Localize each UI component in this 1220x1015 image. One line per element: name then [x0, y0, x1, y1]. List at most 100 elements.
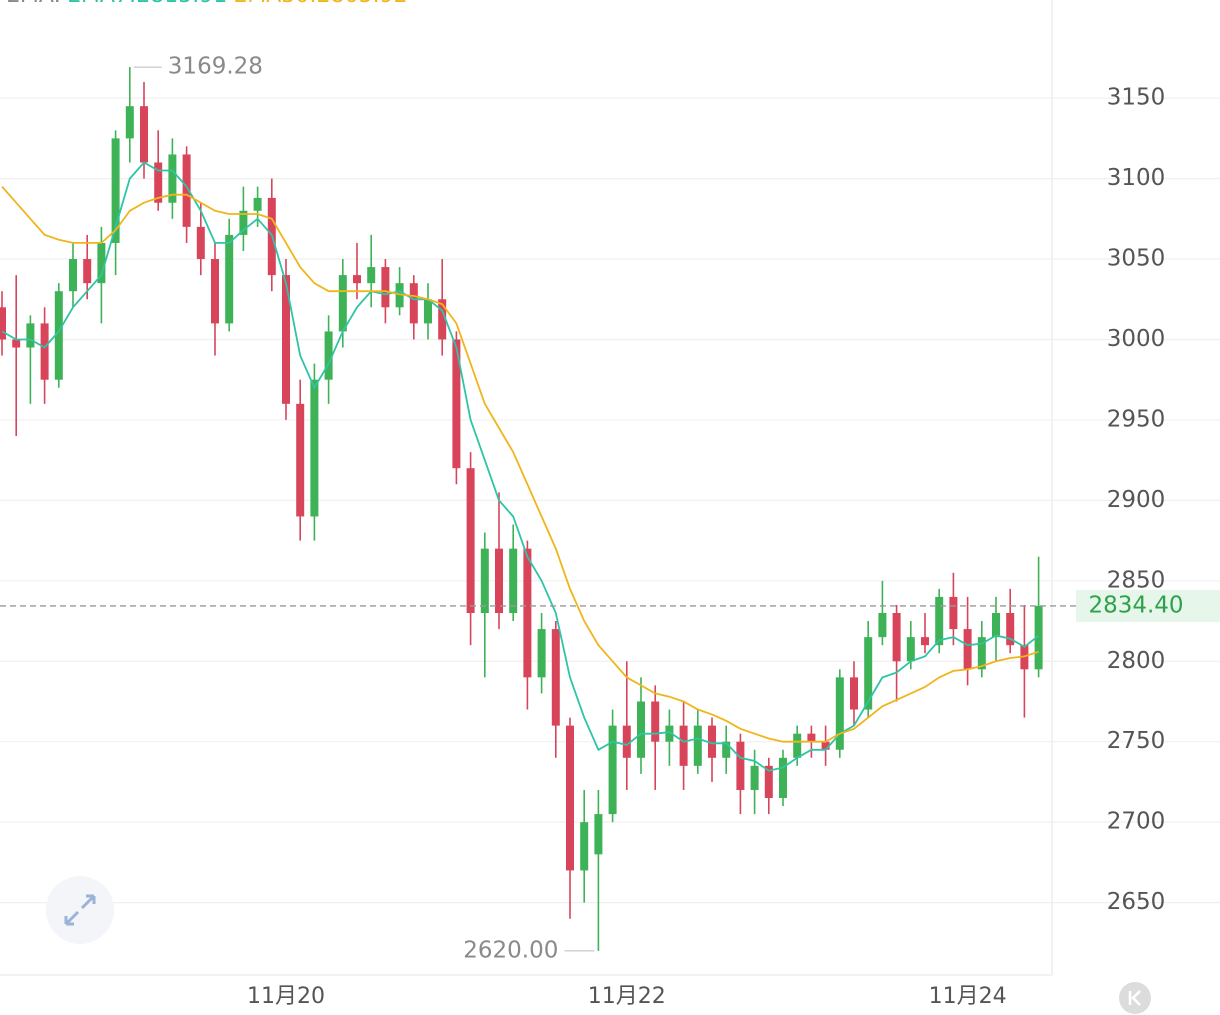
candle-body [480, 548, 489, 613]
y-tick-label: 3150 [1107, 85, 1166, 111]
candle-body [566, 725, 574, 871]
scroll-end-button[interactable] [1119, 982, 1151, 1014]
candle-body [921, 637, 929, 646]
y-tick-label: 3050 [1107, 246, 1166, 272]
x-tick-label: 11月20 [247, 984, 325, 1009]
candle-body [324, 331, 333, 380]
candle-body [196, 226, 205, 260]
candle-body [381, 267, 390, 308]
last-price-box [1076, 589, 1220, 622]
candle-body [466, 468, 475, 613]
y-tick-label: 2950 [1107, 406, 1166, 432]
annotation: 3169.28 [168, 54, 263, 80]
candle-body [949, 596, 958, 630]
candle-body [54, 291, 63, 380]
candle-body [1034, 605, 1043, 670]
candle-body [807, 733, 816, 742]
candle-body [637, 701, 645, 758]
candle-body [154, 162, 163, 203]
candle-body [140, 106, 148, 163]
x-tick-label: 11月22 [588, 984, 666, 1009]
y-tick-label: 2650 [1107, 889, 1166, 915]
ema-line [1, 186, 1039, 743]
candle-body [892, 612, 901, 662]
candle-body [594, 814, 603, 855]
last-price-label: 2834.40 [1088, 592, 1183, 618]
candle-body [409, 283, 418, 324]
candle-body [878, 612, 887, 638]
candle-body [111, 138, 120, 243]
expand-icon [64, 894, 96, 926]
candle-body [353, 275, 361, 284]
candle-body [1006, 612, 1015, 646]
expand-button[interactable] [46, 876, 114, 944]
candle-body [850, 677, 858, 710]
candle-body [793, 733, 802, 758]
candle-body [537, 629, 546, 678]
candle-body [736, 741, 745, 790]
candle-body [580, 822, 589, 871]
candle-body [253, 197, 262, 211]
legend-name: EMA7: [67, 0, 136, 8]
candle-body [438, 299, 447, 340]
candle-body [282, 275, 290, 404]
candle-body [864, 637, 873, 710]
candle-body [821, 741, 830, 750]
candle-body [424, 299, 432, 324]
candle-body [708, 725, 716, 758]
candle-body [40, 323, 49, 380]
legend-value: 2815.91 [136, 0, 227, 8]
candle-body [906, 637, 915, 662]
candle-body [211, 259, 219, 324]
candle-body [495, 548, 503, 613]
candle-body [509, 548, 518, 613]
candle-body [722, 741, 731, 758]
candle-body [750, 765, 759, 790]
candle-body [97, 242, 106, 284]
x-tick-label: 11月24 [929, 984, 1007, 1009]
candle-body [125, 106, 134, 139]
candle-body [779, 757, 787, 799]
y-tick-label: 2750 [1107, 728, 1166, 754]
candle-body [935, 596, 944, 646]
candle-body [69, 259, 77, 292]
candle-body [168, 154, 177, 203]
y-tick-label: 2850 [1107, 567, 1166, 593]
candle-body [452, 339, 461, 469]
legend: EMA: EMA7:2815.91 EMA30:2805.92 [6, 0, 408, 8]
scroll-end-icon [1128, 990, 1141, 1006]
candle-body [12, 339, 21, 348]
candle-body [523, 548, 532, 678]
ema-line [1, 161, 1040, 772]
candle-body [239, 210, 248, 235]
y-tick-label: 2800 [1107, 648, 1166, 674]
candle-body [693, 725, 702, 766]
y-tick-label: 2700 [1107, 809, 1166, 835]
candle-body [608, 725, 617, 815]
legend-title: EMA: [6, 0, 61, 8]
candle-body [0, 307, 6, 340]
candle-body [26, 323, 35, 348]
candle-body [764, 765, 773, 799]
candle-body [182, 154, 191, 227]
candle-body [296, 403, 305, 517]
candle-body [338, 275, 347, 332]
candle-body [551, 629, 560, 726]
legend-value: 2805.92 [317, 0, 408, 8]
candle-body [651, 701, 660, 742]
candle-body [992, 612, 1000, 638]
candle-body [367, 267, 376, 284]
candle-body [225, 234, 234, 324]
y-tick-label: 3100 [1107, 165, 1166, 191]
y-tick-label: 2900 [1107, 487, 1166, 513]
y-tick-label: 3000 [1107, 326, 1166, 352]
annotation: 2620.00 [463, 937, 558, 963]
legend-name: EMA30: [233, 0, 316, 8]
candle-body [622, 725, 631, 758]
candle-body [679, 725, 688, 766]
candle-body [835, 677, 844, 750]
candle-body [963, 629, 972, 670]
candle-body [665, 725, 674, 742]
candle-body [310, 379, 319, 517]
